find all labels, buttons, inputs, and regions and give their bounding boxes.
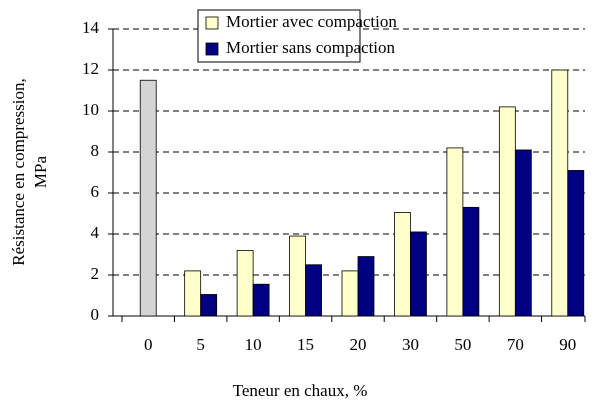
bar: [200, 294, 218, 317]
x-tick-label: 0: [144, 335, 153, 354]
x-tick-label: 5: [196, 335, 205, 354]
bar: [341, 270, 359, 317]
y-tick-label: 12: [82, 59, 99, 78]
x-tick-label: 70: [507, 335, 524, 354]
bar: [410, 231, 427, 317]
legend: [197, 9, 361, 63]
x-tick-label: 15: [297, 335, 314, 354]
bar: [305, 264, 322, 317]
bar: [236, 249, 254, 317]
legend-label: Mortier sans compaction: [226, 38, 396, 57]
y-axis-label: MPa: [31, 155, 50, 188]
bar: [357, 256, 375, 317]
x-tick-label: 30: [402, 335, 419, 354]
y-tick-label: 0: [91, 305, 100, 324]
bar: [252, 283, 270, 317]
bar: [446, 147, 464, 317]
bar: [184, 270, 202, 317]
x-axis-label: Teneur en chaux, %: [233, 381, 368, 400]
y-tick-label: 2: [91, 264, 100, 283]
legend-swatch: [205, 42, 219, 56]
y-tick-label: 4: [91, 223, 100, 242]
x-tick-label: 90: [559, 335, 576, 354]
y-tick-label: 8: [91, 141, 100, 160]
bar: [139, 79, 157, 317]
bar: [289, 235, 306, 317]
bar: [551, 69, 569, 317]
bar: [394, 212, 411, 317]
bar: [498, 106, 516, 317]
bar: [462, 206, 480, 317]
y-tick-label: 10: [82, 100, 99, 119]
bar: [567, 170, 585, 317]
y-tick-label: 14: [82, 18, 100, 37]
y-axis-label: Résistance en compression,: [9, 78, 28, 265]
x-tick-label: 50: [454, 335, 471, 354]
y-tick-label: 6: [91, 182, 100, 201]
legend-label: Mortier avec compaction: [226, 12, 397, 31]
x-tick-label: 10: [245, 335, 262, 354]
bar: [514, 149, 532, 317]
legend-swatch: [205, 16, 219, 30]
x-tick-label: 20: [350, 335, 367, 354]
